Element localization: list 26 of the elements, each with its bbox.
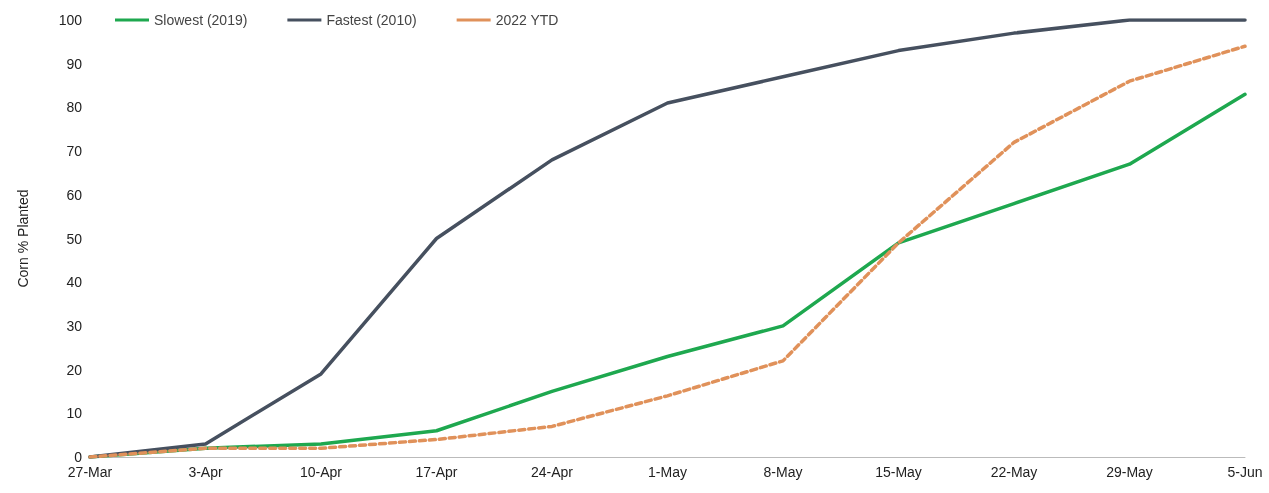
y-tick-label: 100 (58, 12, 83, 28)
x-tick-label: 8-May (763, 464, 803, 480)
y-tick-label: 40 (66, 274, 83, 291)
x-tick-label: 3-Apr (188, 464, 223, 480)
y-axis-title: Corn % Planted (15, 189, 31, 288)
y-tick-label: 0 (74, 449, 83, 465)
x-tick-label: 29-May (1106, 464, 1153, 480)
x-tick-label: 22-May (990, 464, 1038, 480)
legend-label: Fastest (2010) (326, 12, 417, 28)
y-tick-label: 10 (66, 405, 83, 422)
x-tick-label: 10-Apr (299, 464, 343, 480)
y-tick-label: 70 (66, 143, 83, 160)
y-tick-label: 90 (66, 55, 83, 72)
legend-label: 2022 YTD (495, 12, 559, 28)
y-tick-label: 30 (66, 317, 83, 334)
y-tick-label: 60 (66, 186, 83, 203)
y-tick-label: 50 (66, 230, 83, 247)
x-tick-label: 5-Jun (1227, 464, 1263, 480)
x-tick-label: 27-Mar (67, 464, 113, 480)
x-tick-label: 1-May (648, 464, 687, 480)
legend-label: Slowest (2019) (154, 12, 248, 28)
x-tick-label: 24-Apr (530, 464, 574, 480)
y-tick-label: 20 (66, 361, 83, 378)
x-tick-label: 15-May (875, 464, 922, 480)
x-tick-label: 17-Apr (415, 464, 458, 480)
y-tick-label: 80 (66, 99, 83, 116)
